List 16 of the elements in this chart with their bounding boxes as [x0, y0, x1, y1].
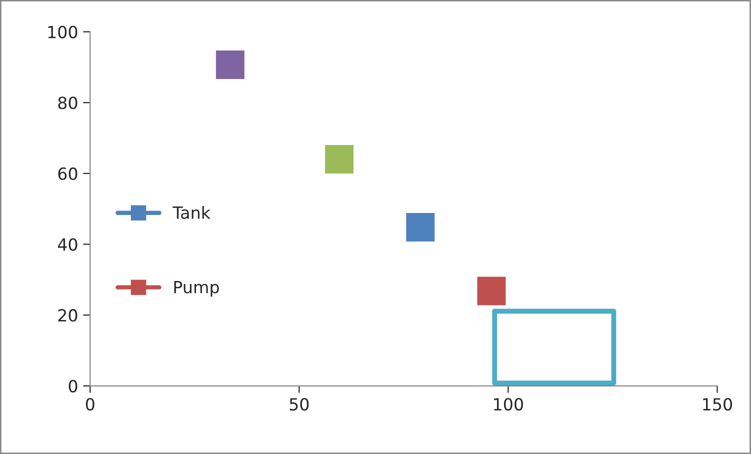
x-tick-label: 0 [86, 398, 94, 411]
y-tick-label: 20 [58, 309, 78, 322]
x-tick-label: 50 [290, 398, 309, 411]
x-tick-label: 150 [703, 398, 732, 411]
y-tick-label: 60 [58, 167, 78, 180]
point [216, 50, 244, 79]
legend-label: Tank [172, 206, 210, 219]
x-tick-label: 100 [494, 398, 523, 411]
point [325, 145, 354, 174]
y-tick-label: 40 [58, 238, 78, 251]
point [406, 213, 435, 242]
y-tick-label: 0 [68, 380, 78, 392]
legend-label: Pump [174, 281, 219, 297]
point [477, 276, 506, 306]
y-tick-label: 100 [48, 26, 78, 38]
y-tick-label: 80 [58, 96, 78, 110]
